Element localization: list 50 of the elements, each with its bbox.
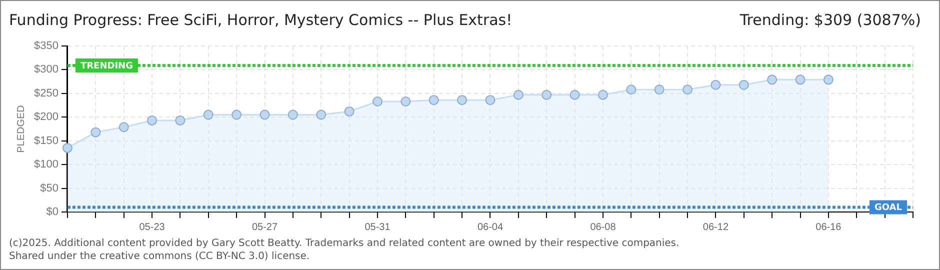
x-tick-label: 06-12 [702, 222, 729, 233]
point [62, 142, 72, 153]
point [400, 96, 411, 106]
point [654, 84, 664, 95]
point [738, 80, 749, 90]
point [485, 95, 496, 106]
point [118, 122, 129, 132]
y-axis-title: PLEDGED [16, 105, 27, 153]
point [682, 84, 693, 95]
text: (c)2025. Additional content provided by Gary Scott Beatty. Trademarks and related content are owned by their respective companies. [9, 237, 680, 250]
point [288, 110, 298, 120]
y-tick-label: $350 [34, 40, 58, 52]
y-tick-label: $200 [34, 111, 58, 124]
point [626, 84, 636, 95]
y-tick-label: $150 [34, 134, 58, 147]
point [232, 110, 242, 120]
chart-title: Funding Progress: Free SciFi, Horror, Mystery Comics -- Plus Extras! [9, 11, 512, 29]
y-tick-label: $250 [34, 87, 58, 100]
x-tick-label: 06-16 [816, 222, 842, 233]
point [147, 115, 158, 126]
point [344, 106, 354, 116]
x-tick-label: 06-08 [590, 222, 616, 233]
point [513, 90, 524, 100]
point [710, 80, 721, 90]
y-tick-label: $50 [40, 182, 58, 194]
point [598, 90, 608, 100]
y-tick-label: $100 [34, 158, 58, 171]
x-tick-label: 05-23 [139, 222, 166, 233]
text: Trending: $309 (3087%) [740, 11, 921, 29]
ref-line-label: TRENDING [80, 61, 133, 72]
point [90, 127, 101, 138]
x-tick-label: 06-04 [477, 222, 504, 233]
point [767, 74, 778, 85]
point [372, 96, 382, 106]
point [316, 110, 326, 120]
point [203, 110, 214, 120]
y-tick-label: $0 [46, 206, 58, 218]
point [428, 95, 439, 106]
x-tick-label: 05-27 [252, 222, 278, 233]
ref-line-label: GOAL [874, 203, 902, 214]
point [175, 115, 186, 126]
y-tick-label: $300 [34, 64, 58, 76]
point [260, 110, 270, 120]
point [795, 74, 806, 85]
point [457, 95, 468, 106]
point [542, 90, 552, 100]
x-tick-label: 05-31 [364, 222, 391, 233]
point [570, 90, 580, 100]
text: Shared under the creative commons (CC BY-NC 3.0) license. [9, 250, 311, 263]
point [823, 74, 834, 85]
